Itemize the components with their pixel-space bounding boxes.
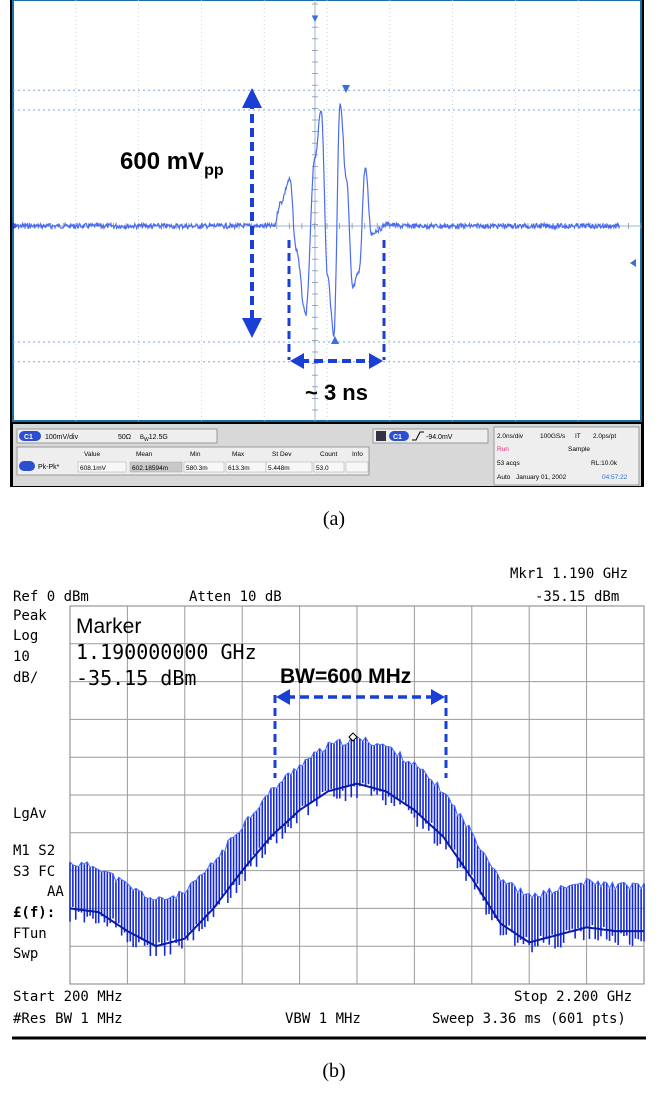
date: January 01, 2002 [516,474,567,481]
spectrum-analyzer-screen: Mkr1 1.190 GHz -35.15 dBm Ref 0 dBm Atte… [12,566,646,1040]
function-swp: Swp [13,946,38,962]
scope-plot-area [12,0,642,422]
measurement-headers: Value Mean Min Max St Dev Count Info [84,451,363,458]
trigger-badge [389,431,409,441]
measurement-value: 5.448m [268,465,290,472]
it-mode: IT [575,433,581,440]
resolution-bandwidth: #Res BW 1 MHz [13,1011,123,1027]
measurement-header: Min [190,451,201,458]
measurement-cell [265,461,313,473]
scale-label: dB/ [13,670,38,686]
measurement-cell [313,461,345,473]
timebase: 2.0ns/div [497,433,524,440]
sample-rate: 100GS/s [540,433,566,440]
channel-impedance: 50Ω [118,434,131,441]
oscilloscope-screen: 600 mVpp ~ 3 ns C1 100mV/div 50Ω BW12.5G… [10,0,644,487]
measurement-badge [19,461,35,471]
marker-title: Marker [76,615,141,638]
detector-lgav: LgAv [13,806,47,822]
peak-marker-bottom [331,336,339,344]
amplitude-arrow-down [242,318,262,338]
stop-frequency: Stop 2.200 GHz [514,989,632,1005]
scale-label: 10 [13,649,30,665]
marker-diamond [348,732,358,742]
measurement-value: 613.3m [228,465,250,472]
channel-setup-box[interactable] [16,428,218,444]
acq-count: 53 acqs [497,460,521,467]
scale-label: Log [13,628,38,644]
caption-a: (a) [322,508,346,530]
channel-bandwidth: BW12.5G [140,434,168,443]
bw-arrow-right [431,689,445,705]
channel-scale: 100mV/div [45,434,79,441]
record-length: RL:10.0k [591,460,618,467]
measurement-cell [129,461,183,473]
caption-b: (b) [322,1060,346,1082]
trigger-badge-label: C1 [393,434,402,441]
resolution: 2.0ps/pt [593,433,616,440]
acquisition-box[interactable] [493,426,640,486]
width-annotation: ~ 3 ns [305,380,368,405]
left-labels: Peak Log 10 dB/ [13,608,47,686]
acq-mode: Sample [568,446,590,453]
trigger-level-marker [630,259,636,267]
spectrum-lower-band [69,782,644,948]
spectrum-trace [69,735,645,957]
attenuation: Atten 10 dB [189,589,282,605]
amplitude-annotation: 600 mVpp [120,148,224,179]
measurement-header: Count [320,451,338,458]
trigger-icon [376,431,386,441]
bandwidth-annotation: BW=600 MHz [280,665,411,688]
trigger-slope-icon [412,431,424,441]
channel-badge [19,431,41,441]
measurement-value: 53.0 [316,465,329,472]
function-ftun: FTun [13,926,47,942]
width-arrow-left [290,353,304,369]
bw-arrow-left [276,689,290,705]
trace-aa: AA [47,884,64,900]
scale-label: Peak [13,608,47,624]
measurement-name: Pk-Pk* [38,464,60,471]
trigger-position-marker [312,16,318,22]
bw-symbol: B [140,435,144,441]
function-ff: £(f): [13,905,55,921]
marker-readout-frequency: Mkr1 1.190 GHz [510,566,628,582]
clock: 04:57:22 [602,474,628,481]
measurement-header: Info [352,451,363,458]
measurement-values: 608.1mV 602.18594m 580.3m 613.3m 5.448m 53.0 [77,461,369,473]
trace-m1s2: M1 S2 [13,843,55,859]
channel-badge-label: C1 [24,434,33,441]
measurement-header: St Dev [272,451,292,458]
marker-readout-level: -35.15 dBm [535,589,619,605]
trace-s3fc: S3 FC [13,864,55,880]
measurement-header: Mean [136,451,153,458]
peak-marker-top [342,85,350,93]
waveform-trace [13,103,621,337]
trigger-level: -94.0mV [426,434,453,441]
marker-frequency: 1.190000000 GHz [76,640,257,664]
sweep-time: Sweep 3.36 ms (601 pts) [432,1011,626,1027]
measurement-header: Value [84,451,101,458]
trigger-mode: Auto [497,474,511,481]
measurement-cell [77,461,127,473]
run-state: Run [497,446,509,453]
measurement-header: Max [232,451,245,458]
width-arrow-right [369,353,383,369]
reference-level: Ref 0 dBm [13,589,89,605]
measurement-cell [345,461,369,473]
measurement-value: 608.1mV [80,465,107,472]
measurement-value: 602.18594m [132,465,168,472]
marker-level: -35.15 dBm [76,666,196,690]
video-bandwidth: VBW 1 MHz [285,1011,361,1027]
start-frequency: Start 200 MHz [13,989,123,1005]
amplitude-arrow-up [242,88,262,108]
measurement-cell [183,461,225,473]
bw-sub: W [144,437,149,443]
measurement-value: 580.3m [186,465,208,472]
